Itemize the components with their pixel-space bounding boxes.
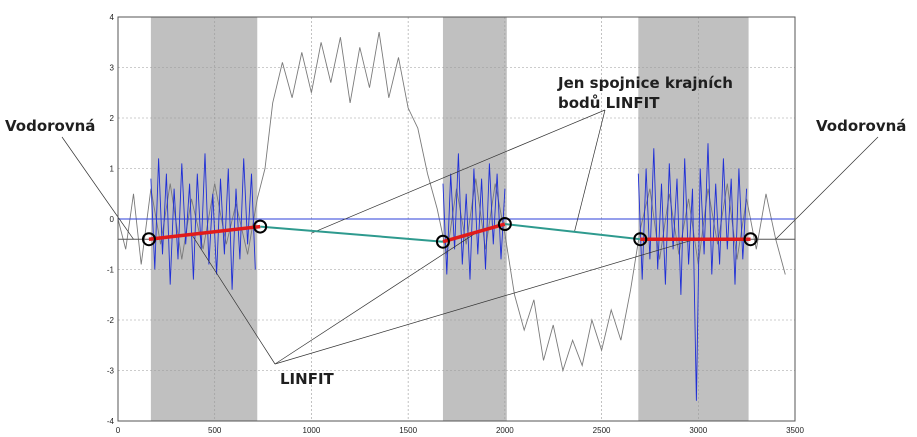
endpoint-markers	[141, 217, 758, 249]
annotation-left-label: Vodorovná	[5, 117, 95, 135]
annotation-connector-label-line1: Jen spojnice krajních	[557, 74, 733, 92]
y-tick-label-0: 4	[110, 13, 115, 22]
x-tick-label-1: 500	[208, 426, 222, 435]
endpoint-marker-1	[253, 219, 268, 234]
x-tick-label-6: 3000	[689, 426, 707, 435]
endpoint-marker-4	[633, 232, 648, 247]
y-tick-label-5: -1	[107, 266, 115, 275]
y-tick-label-7: -3	[107, 367, 115, 376]
x-tick-label-7: 3500	[786, 426, 804, 435]
y-tick-label-3: 1	[110, 165, 115, 174]
endpoint-marker-5	[743, 232, 758, 247]
connector-segment-1	[504, 223, 641, 241]
fit-lines	[148, 222, 751, 244]
linfit-segment-0	[148, 224, 261, 241]
y-tick-label-2: 2	[110, 114, 115, 123]
annotation-right-label: Vodorovná	[816, 117, 906, 135]
connector-segment-0	[260, 225, 444, 243]
signal-blue-line-0	[150, 153, 256, 290]
y-tick-labels: 4 3 2 1 0 -1 -2 -3 -4	[107, 13, 115, 426]
signal-blue-line-1	[442, 153, 506, 280]
linfit-segment-1	[442, 222, 506, 244]
annotation-connector-label-line2: bodů LINFIT	[558, 94, 660, 112]
endpoint-marker-3	[497, 217, 512, 232]
annotation-linfit-label: LINFIT	[280, 370, 335, 388]
annotation-leader-4	[191, 233, 276, 365]
x-tick-label-4: 2000	[496, 426, 514, 435]
y-tick-label-1: 3	[110, 64, 115, 73]
y-tick-label-8: -4	[107, 417, 115, 426]
annotation-leader-2	[311, 109, 606, 234]
endpoint-marker-2	[435, 234, 450, 249]
x-tick-label-3: 1500	[399, 426, 417, 435]
endpoint-marker-0	[141, 232, 156, 247]
plot-frame	[117, 16, 796, 422]
signal-blue-line-2	[637, 143, 748, 401]
x-tick-labels: 0 500 1000 1500 2000 2500 3000 3500	[116, 426, 805, 435]
y-tick-label-6: -2	[107, 316, 115, 325]
annotation-leader-6	[274, 238, 696, 365]
y-tick-label-4: 0	[110, 215, 115, 224]
annotation-leader-0	[61, 136, 134, 240]
x-tick-label-2: 1000	[303, 426, 321, 435]
annotation-leader-5	[274, 233, 475, 365]
annotation-leader-1	[775, 136, 879, 240]
signal-blue-series	[150, 143, 748, 401]
annotation-lines	[61, 109, 879, 365]
x-tick-label-0: 0	[116, 426, 121, 435]
annotation-leader-3	[574, 109, 606, 232]
x-tick-label-5: 2500	[593, 426, 611, 435]
